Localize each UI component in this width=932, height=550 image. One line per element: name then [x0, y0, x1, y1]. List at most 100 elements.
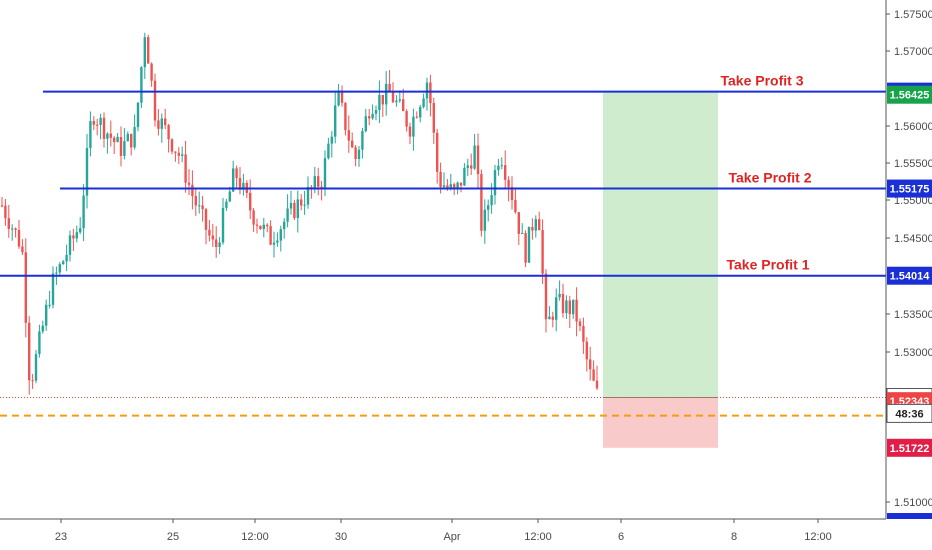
price-tick-label: 1.51000: [894, 497, 932, 509]
candle-body: [388, 83, 391, 92]
candle-body: [514, 200, 517, 213]
time-tick-label: 12:00: [524, 531, 552, 543]
candle-body: [194, 196, 197, 206]
time-tick-label: 8: [731, 531, 737, 543]
candle-body: [337, 90, 340, 106]
candle-body: [259, 225, 262, 230]
candle-body: [283, 221, 286, 230]
candle-body: [293, 202, 296, 219]
candle-body: [527, 226, 531, 263]
candle-body: [449, 184, 452, 188]
candle-body: [289, 202, 293, 209]
candle-body: [92, 121, 95, 125]
candle-body: [109, 133, 112, 138]
candle-body: [572, 299, 575, 315]
candle-body: [534, 219, 537, 231]
candle-body: [82, 195, 85, 229]
candle-body: [24, 252, 27, 323]
candle-body: [198, 205, 201, 207]
candle-body: [174, 151, 177, 153]
candle-body: [269, 226, 272, 245]
price-tag-text: 1.56425: [890, 90, 930, 102]
candle-body: [374, 109, 378, 114]
candle-body: [459, 182, 463, 186]
candle-body: [595, 380, 599, 389]
candle-body: [38, 331, 41, 355]
candle-body: [453, 184, 456, 189]
take-profit-label: Take Profit 2: [729, 170, 812, 186]
candle-body: [565, 300, 568, 314]
candle-body: [558, 293, 561, 298]
take-profit-label: Take Profit 3: [721, 73, 804, 89]
candle-body: [351, 140, 354, 148]
candle-body: [72, 235, 75, 239]
candle-body: [463, 167, 466, 186]
candle-body: [500, 165, 503, 167]
candle-body: [575, 299, 578, 322]
candle-body: [568, 300, 571, 315]
candle-body: [381, 94, 384, 105]
candle-body: [17, 229, 21, 247]
candle-body: [228, 191, 231, 202]
take-profit-label: Take Profit 1: [727, 257, 810, 273]
candle-body: [538, 219, 541, 231]
candle-body: [150, 63, 153, 81]
candle-body: [45, 304, 48, 326]
candle-body: [170, 139, 174, 152]
candle-body: [385, 83, 388, 105]
candle-body: [65, 254, 68, 262]
price-tag-text: 48:36: [895, 408, 923, 420]
candle-body: [551, 316, 554, 320]
candle-body: [0, 205, 4, 207]
candle-body: [184, 154, 187, 183]
candle-body: [4, 205, 7, 219]
candle-body: [429, 82, 432, 104]
price-tick-label: 1.54500: [894, 233, 932, 245]
price-tick-label: 1.57000: [894, 46, 932, 58]
candle-body: [582, 325, 585, 342]
price-tag: [886, 403, 932, 423]
candle-body: [31, 380, 34, 382]
candle-body: [497, 165, 500, 171]
candle-body: [483, 209, 486, 231]
candle-body: [191, 184, 194, 197]
candle-body: [323, 158, 327, 189]
candle-body: [408, 126, 412, 137]
candle-body: [272, 242, 276, 245]
level-price-tag-text: 1.54014: [890, 271, 931, 283]
candle-body: [225, 201, 228, 208]
candle-body: [232, 168, 235, 192]
candle-body: [432, 103, 435, 133]
candle-body: [398, 99, 401, 101]
candle-body: [317, 176, 320, 187]
candle-body: [99, 117, 102, 125]
candle-body: [344, 102, 347, 131]
price-tick-label: 1.53500: [894, 309, 932, 321]
candle-body: [208, 229, 211, 236]
candle-body: [592, 369, 595, 381]
candle-body: [235, 168, 238, 179]
candle-body: [181, 154, 184, 156]
candle-body: [354, 147, 357, 159]
candle-body: [371, 113, 374, 119]
candle-body: [391, 91, 395, 103]
candle-body: [21, 246, 24, 253]
candle-body: [204, 209, 208, 230]
candle-body: [334, 105, 337, 137]
candle-body: [238, 178, 242, 190]
plot-area[interactable]: Take Profit 3 Take Profit 2 Take Profit 1: [0, 32, 886, 448]
level-price-tag: [887, 266, 932, 285]
level-price-tag: [887, 179, 932, 198]
price-tick-label: 1.56000: [894, 121, 932, 133]
candle-body: [327, 143, 330, 159]
candle-body: [320, 186, 323, 189]
candle-body: [164, 118, 167, 126]
candle-body: [136, 102, 140, 128]
candle-body: [266, 224, 269, 227]
candle-body: [585, 341, 588, 360]
candle-body: [211, 235, 214, 240]
candle-body: [466, 165, 469, 168]
candle-body: [68, 235, 72, 255]
candle-body: [130, 133, 133, 148]
